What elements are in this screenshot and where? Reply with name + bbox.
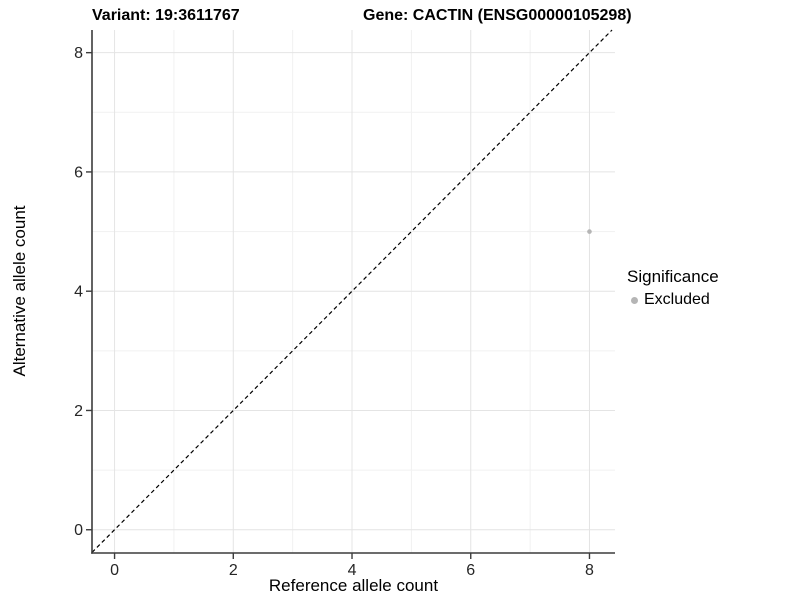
y-tick-label: 8 [74, 45, 83, 62]
identity-line [91, 29, 613, 553]
y-tick-label: 6 [74, 164, 83, 181]
legend: Significance Excluded [627, 267, 719, 310]
legend-item-label: Excluded [644, 291, 710, 308]
y-axis-label: Alternative allele count [10, 205, 29, 377]
x-tick-label: 0 [110, 562, 119, 579]
y-tick-label: 0 [74, 522, 83, 539]
x-tick-label: 2 [229, 562, 238, 579]
data-point [587, 229, 592, 234]
variant-title: Variant: 19:3611767 [92, 7, 240, 24]
x-tick-label: 8 [585, 562, 594, 579]
legend-item: Excluded [627, 290, 719, 310]
gene-title: Gene: CACTIN (ENSG00000105298) [363, 7, 632, 24]
x-tick-label: 4 [348, 562, 357, 579]
y-tick-label: 4 [74, 284, 83, 301]
x-axis-label: Reference allele count [268, 576, 439, 595]
legend-title: Significance [627, 267, 719, 286]
y-tick-label: 2 [74, 403, 83, 420]
legend-items: Excluded [627, 290, 719, 310]
x-tick-label: 6 [466, 562, 475, 579]
legend-point-icon [631, 296, 638, 304]
